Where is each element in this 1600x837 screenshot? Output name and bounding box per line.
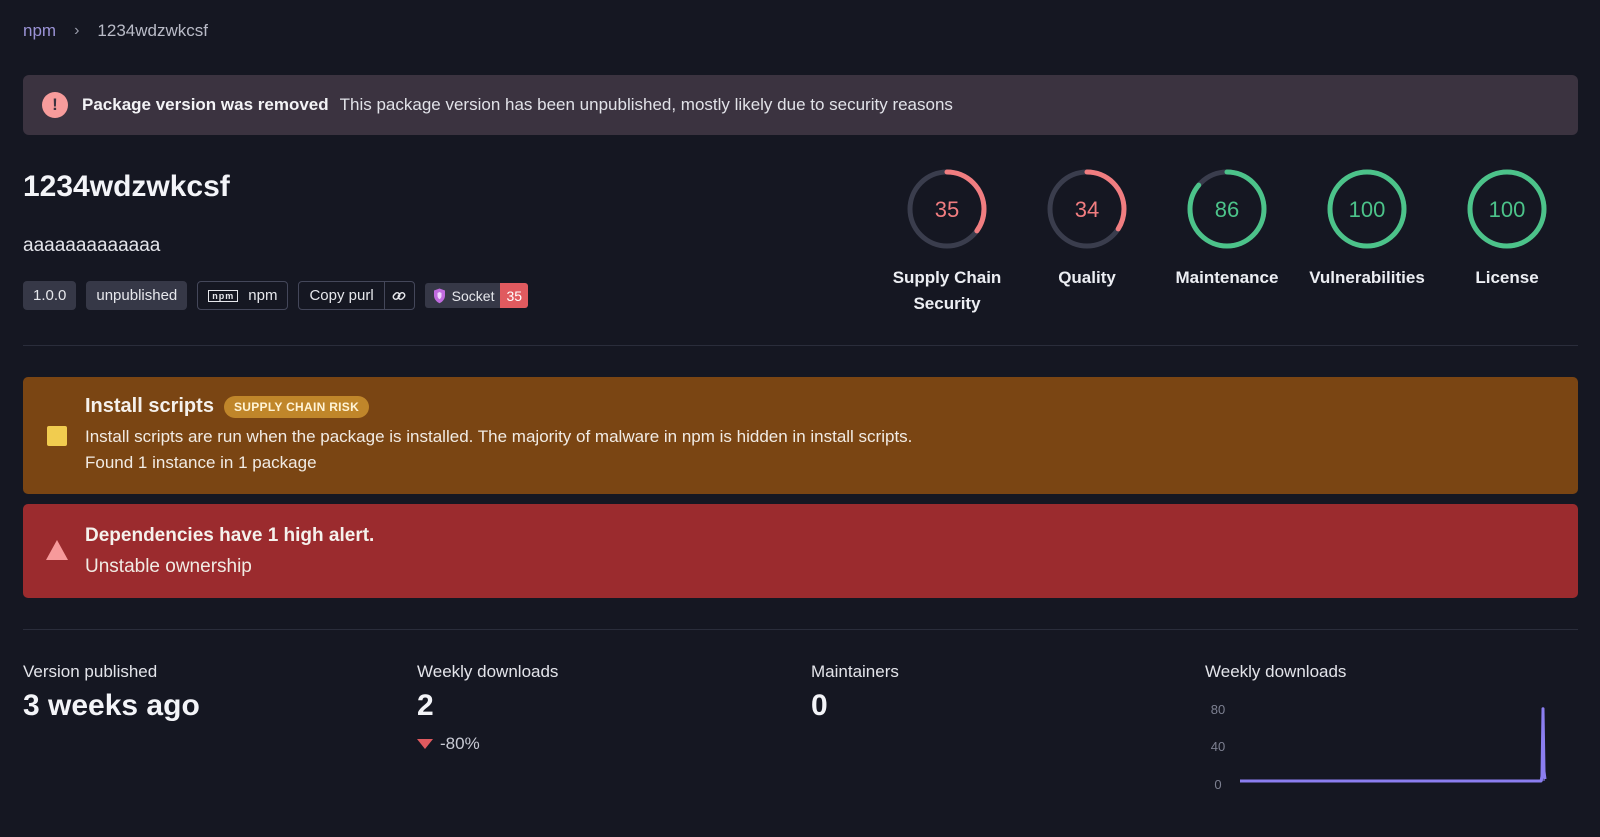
score-ring: 35 bbox=[907, 169, 987, 249]
socket-badge-left: Socket bbox=[424, 283, 501, 308]
version-published-value: 3 weeks ago bbox=[23, 689, 200, 722]
score-label: Quality bbox=[1058, 268, 1116, 287]
score-ring: 100 bbox=[1467, 169, 1547, 249]
score-ring: 100 bbox=[1327, 169, 1407, 249]
weekly-downloads-label: Weekly downloads bbox=[417, 662, 559, 681]
removed-banner: ! Package version was removed This packa… bbox=[23, 75, 1578, 135]
downloads-line bbox=[1239, 707, 1547, 783]
registry-label: npm bbox=[248, 287, 278, 304]
score-license[interactable]: 100 License bbox=[1442, 168, 1572, 291]
score-value: 86 bbox=[1215, 197, 1239, 222]
shield-icon bbox=[433, 288, 445, 303]
version-tag[interactable]: 1.0.0 bbox=[23, 281, 77, 310]
supply-chain-risk-badge: SUPPLY CHAIN RISK bbox=[223, 395, 370, 418]
alert-dependencies[interactable]: Dependencies have 1 high alert. Unstable… bbox=[23, 504, 1578, 598]
alert-description: Install scripts are run when the package… bbox=[85, 427, 913, 446]
weekly-downloads-change-value: -80% bbox=[440, 734, 480, 753]
status-tag: unpublished bbox=[86, 281, 188, 310]
y-tick-80: 80 bbox=[1211, 702, 1225, 717]
package-description: aaaaaaaaaaaaa bbox=[23, 235, 161, 256]
y-tick-40: 40 bbox=[1211, 739, 1225, 754]
square-warning-icon bbox=[47, 426, 67, 446]
score-supply-chain-security[interactable]: 35 Supply Chain Security bbox=[882, 168, 1012, 317]
divider bbox=[23, 345, 1578, 346]
socket-badge[interactable]: Socket 35 bbox=[424, 283, 529, 308]
registry-link[interactable]: npm npm bbox=[197, 281, 289, 310]
triangle-warning-icon bbox=[46, 540, 68, 560]
downloads-chart: 80 40 0 bbox=[1211, 702, 1547, 792]
alert-install-scripts[interactable]: Install scripts SUPPLY CHAIN RISK Install… bbox=[23, 377, 1578, 494]
socket-label: Socket bbox=[451, 287, 495, 304]
alert-title-text: Install scripts bbox=[85, 395, 214, 417]
copy-purl-button[interactable]: Copy purl bbox=[299, 282, 385, 309]
package-name: 1234wdzwkcsf bbox=[23, 170, 230, 203]
weekly-downloads-value: 2 bbox=[417, 689, 434, 722]
alert-circle-icon: ! bbox=[42, 92, 68, 118]
maintainers-label: Maintainers bbox=[811, 662, 899, 681]
alert-title: Dependencies have 1 high alert. bbox=[85, 525, 375, 546]
copy-purl-group: Copy purl bbox=[298, 281, 415, 310]
version-published-label: Version published bbox=[23, 662, 158, 681]
triangle-down-icon bbox=[417, 739, 433, 749]
npm-logo-icon: npm bbox=[208, 289, 239, 302]
downloads-chart-label: Weekly downloads bbox=[1205, 662, 1347, 681]
score-quality[interactable]: 34 Quality bbox=[1022, 168, 1152, 291]
score-ring: 34 bbox=[1047, 169, 1127, 249]
alert-detail: Unstable ownership bbox=[85, 556, 252, 577]
banner-text: This package version has been unpublishe… bbox=[339, 95, 953, 114]
score-label: Vulnerabilities bbox=[1309, 268, 1425, 287]
score-value: 35 bbox=[935, 197, 959, 222]
score-vulnerabilities[interactable]: 100 Vulnerabilities bbox=[1302, 168, 1432, 291]
score-label: License bbox=[1475, 268, 1539, 287]
score-maintenance[interactable]: 86 Maintenance bbox=[1162, 168, 1292, 291]
weekly-downloads-change: -80% bbox=[417, 734, 480, 754]
link-icon[interactable] bbox=[385, 282, 414, 309]
alert-title: Install scripts SUPPLY CHAIN RISK bbox=[85, 395, 370, 418]
maintainers-value: 0 bbox=[811, 689, 828, 722]
package-tags: 1.0.0 unpublished npm npm Copy purl Sock… bbox=[23, 281, 529, 310]
breadcrumb-current: 1234wdzwkcsf bbox=[97, 21, 208, 40]
downloads-area bbox=[1240, 708, 1545, 781]
y-tick-0: 0 bbox=[1214, 777, 1221, 792]
breadcrumb-link-npm[interactable]: npm bbox=[23, 21, 57, 40]
score-value: 100 bbox=[1489, 197, 1526, 222]
chevron-right-icon: › bbox=[74, 22, 80, 39]
score-value: 100 bbox=[1349, 197, 1386, 222]
score-label: Supply Chain Security bbox=[892, 268, 1002, 313]
socket-score: 35 bbox=[500, 283, 529, 308]
score-label: Maintenance bbox=[1175, 268, 1279, 287]
breadcrumb: npm › 1234wdzwkcsf bbox=[23, 21, 208, 41]
score-value: 34 bbox=[1075, 197, 1099, 222]
divider bbox=[23, 629, 1578, 630]
score-ring: 86 bbox=[1187, 169, 1267, 249]
alert-instances: Found 1 instance in 1 package bbox=[85, 453, 317, 472]
banner-title: Package version was removed bbox=[82, 95, 329, 114]
